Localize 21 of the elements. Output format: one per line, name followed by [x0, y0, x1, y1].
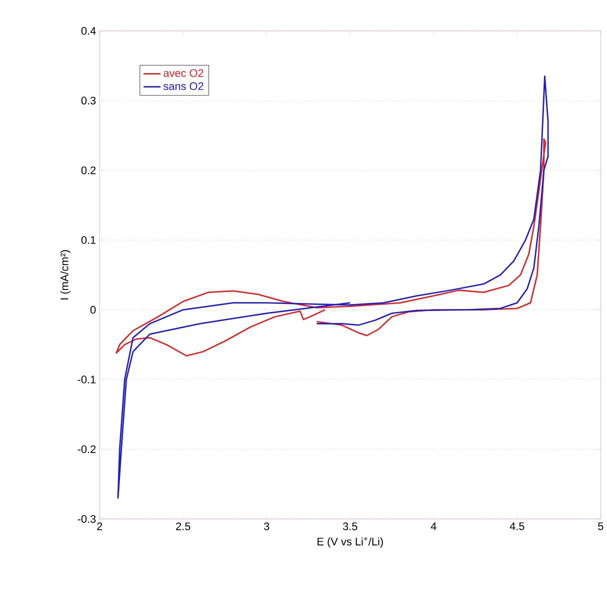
line-series [117, 76, 549, 499]
x-tick-label: 4.5 [510, 522, 524, 530]
y-tick-label: -0.1 [78, 376, 96, 384]
x-tick-label: 5 [598, 522, 604, 530]
x-axis-title: E (V vs Li$^{+}$/Li) [318, 537, 383, 548]
x-tick-label: 3.5 [342, 522, 358, 530]
line-series [116, 138, 546, 357]
y-tick-label: 0.3 [81, 96, 96, 105]
x-tick-label: 2.5 [176, 522, 190, 530]
y-tick-label: 0.4 [81, 27, 96, 35]
legend-label: sans O2 [164, 82, 204, 90]
x-tick-label: 2 [97, 522, 102, 530]
y-tick-label: -0.3 [78, 515, 96, 523]
y-axis-title: I (mA/cm²) [60, 250, 70, 300]
y-tick-label: 0.2 [81, 166, 96, 174]
y-tick-label: -0.2 [78, 446, 96, 454]
x-tick-label: 4 [430, 522, 436, 530]
y-tick-label: 0.1 [81, 236, 96, 244]
y-tick-label: 0 [90, 306, 96, 314]
legend-label: avec O2 [164, 69, 204, 78]
x-tick-label: 3 [264, 522, 270, 530]
